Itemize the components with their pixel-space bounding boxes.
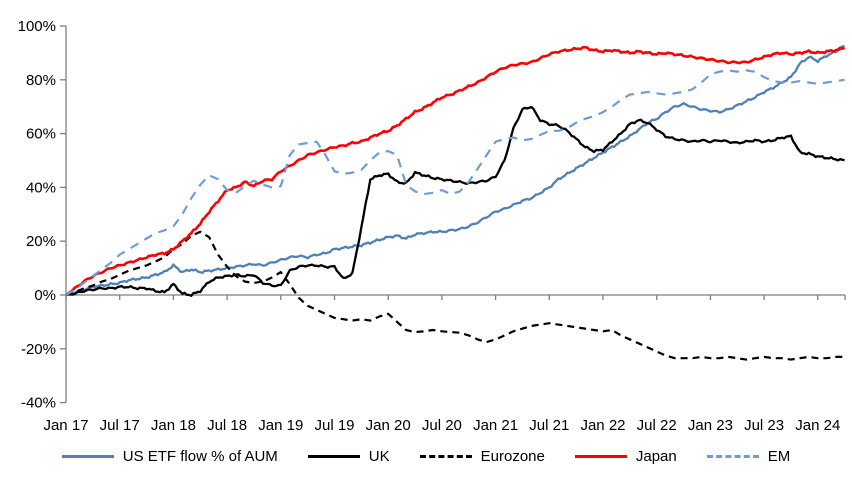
legend-item-uk: UK [307,448,390,465]
x-axis-label: Jan 24 [795,417,840,434]
y-axis-label: 0% [34,287,56,304]
chart-plot-area: 100% 80% 60% 40% 20% 0% -20% -40% Jan 17 Jul 17 Ja… [18,18,846,434]
x-axis-label: Jul 23 [744,417,784,434]
y-axis-label: 60% [26,126,56,143]
x-axis-label: Jul 18 [207,417,247,434]
legend-line-sample-eurozone [419,455,472,458]
legend-item-japan: Japan [574,448,677,465]
legend-label-japan: Japan [635,448,677,465]
series-line-us-etf-flow-of-aum [65,44,845,297]
legend-line-sample-uk [307,455,360,458]
legend-label-us: US ETF flow % of AUM [122,448,278,465]
y-axis-label: 100% [18,18,56,35]
series-line-japan [65,45,846,297]
legend: US ETF flow % of AUM UK Eurozone Japan E… [0,448,852,465]
legend-line-sample-us [61,455,114,458]
x-axis-label: Jul 20 [422,417,462,434]
series-line-eurozone [65,230,845,361]
x-axis-label: Jan 18 [151,417,196,434]
x-axis-label: Jan 19 [258,417,303,434]
y-axis-label: 80% [26,72,56,89]
legend-item-em: EM [706,448,791,465]
legend-label-uk: UK [368,448,390,465]
x-axis-label: Jul 19 [314,417,354,434]
x-axis-label: Jul 21 [529,417,569,434]
x-axis-label: Jul 22 [637,417,677,434]
legend-line-sample-japan [574,455,627,458]
y-axis-label: -20% [21,341,56,358]
legend-line-sample-em [706,455,759,458]
legend-item-eurozone: Eurozone [419,448,545,465]
x-axis-label: Jan 21 [473,417,518,434]
x-axis-label: Jan 20 [366,417,411,434]
legend-label-eurozone: Eurozone [480,448,545,465]
legend-item-us: US ETF flow % of AUM [61,448,278,465]
y-axis-label: 40% [26,179,56,196]
x-axis-label: Jan 23 [688,417,733,434]
series-line-uk [65,105,845,297]
legend-label-em: EM [767,448,791,465]
series-line-em [65,69,845,296]
x-axis-label: Jan 22 [580,417,625,434]
y-axis-label: 20% [26,233,56,250]
x-axis-label: Jan 17 [43,417,88,434]
y-axis-label: -40% [21,395,56,412]
x-axis-label: Jul 17 [100,417,140,434]
